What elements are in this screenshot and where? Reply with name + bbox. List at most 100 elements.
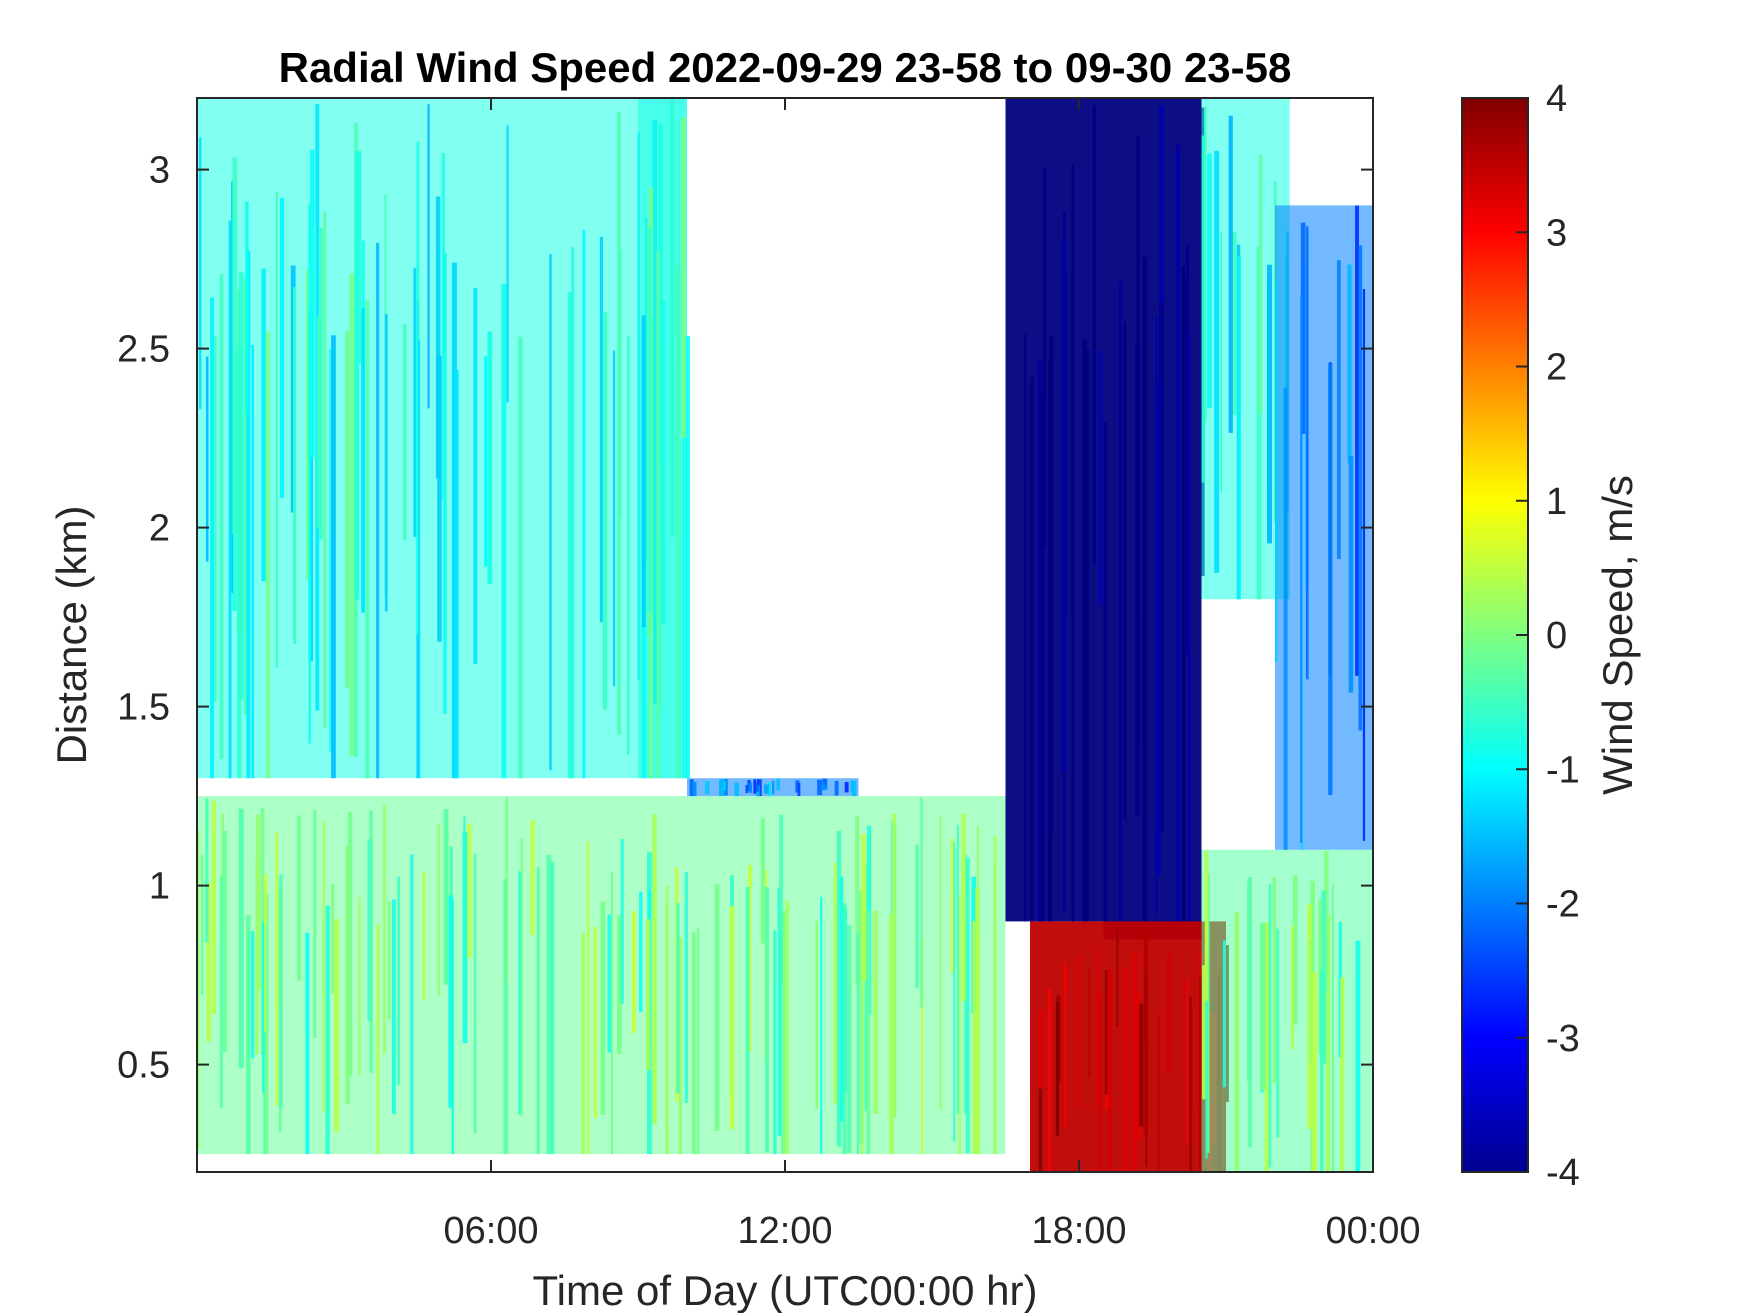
heatmap-streak (347, 811, 353, 1077)
heatmap-streak (612, 350, 616, 687)
heatmap-streak (546, 854, 552, 1155)
heatmap-streak (1202, 965, 1206, 1100)
heatmap-streak (691, 932, 696, 1155)
heatmap-streak (1358, 245, 1363, 731)
heatmap-streak (715, 913, 720, 1117)
heatmap-streak (747, 865, 752, 1052)
heatmap-streak (1237, 255, 1241, 600)
heatmap-streak (756, 781, 759, 792)
heatmap-streak (620, 839, 624, 1004)
heatmap-streak (387, 901, 391, 1020)
heatmap-streak (1340, 977, 1345, 1172)
heatmap-streak (206, 882, 211, 1042)
heatmap-streak (279, 197, 285, 498)
colorbar-tick-label: 2 (1546, 347, 1567, 389)
heatmap-streak (975, 888, 980, 1155)
heatmap-streak (685, 336, 690, 779)
heatmap-streak (610, 872, 613, 1155)
heatmap-streak (765, 887, 769, 1153)
heatmap-streak (760, 818, 765, 944)
heatmap-streak (501, 283, 507, 779)
heatmap-streak (1105, 988, 1110, 1109)
heatmap-streak (1199, 976, 1203, 1172)
heatmap-streak (443, 809, 449, 985)
heatmap-streak (473, 853, 477, 1134)
heatmap-streak (265, 331, 271, 779)
heatmap-streak (582, 229, 586, 779)
heatmap-streak (696, 927, 700, 1155)
heatmap-streak (1355, 205, 1359, 676)
heatmap-streak (1063, 962, 1067, 1127)
heatmap-streak (1201, 135, 1206, 483)
heatmap-streak (1232, 232, 1237, 415)
heatmap-streak (645, 919, 651, 1071)
x-axis-label: Time of Day (UTC00:00 hr) (533, 1267, 1038, 1313)
heatmap-streak (262, 921, 265, 1093)
heatmap-streak (275, 832, 279, 1106)
heatmap-streak (293, 286, 297, 645)
heatmap-streak (506, 125, 509, 403)
heatmap-streak (1155, 315, 1158, 915)
heatmap-streak (1096, 947, 1100, 1106)
heatmap-streak (1305, 226, 1309, 680)
heatmap-streak (211, 800, 217, 1015)
heatmap-streak (647, 227, 652, 612)
heatmap-streak (297, 815, 301, 981)
heatmap-streak (1175, 145, 1181, 940)
heatmap-streak (243, 275, 249, 715)
heatmap-streak (972, 920, 977, 1155)
heatmap-streak (921, 938, 924, 1155)
heatmap-streak (279, 874, 283, 1109)
heatmap-streak (1248, 877, 1252, 1148)
heatmap-streak (785, 900, 789, 1155)
heatmap-streak (1116, 929, 1119, 1027)
heatmap-cell (1201, 849, 1373, 1172)
heatmap-streak (448, 895, 454, 1108)
heatmap-streak (427, 104, 430, 409)
heatmap-streak (413, 268, 417, 537)
heatmap-streak (1135, 341, 1140, 817)
heatmap-streak (1123, 966, 1128, 1172)
heatmap-region (197, 98, 687, 779)
heatmap-streak (1355, 940, 1361, 1172)
heatmap-region (687, 778, 859, 797)
heatmap-cell (1030, 921, 1226, 1172)
x-tick-label: 00:00 (1325, 1210, 1420, 1252)
heatmap-streak (463, 816, 466, 1024)
y-tick-label: 1 (149, 866, 170, 908)
heatmap-streak (397, 876, 400, 1086)
heatmap-streak (705, 781, 710, 795)
heatmap-streak (745, 886, 750, 1155)
heatmap-streak (820, 896, 823, 1155)
heatmap-streak (1286, 231, 1289, 510)
heatmap-streak (678, 937, 683, 1155)
heatmap-streak (1219, 232, 1223, 493)
heatmap-region (638, 98, 690, 779)
heatmap-streak (1328, 363, 1333, 795)
heatmap-streak (1123, 321, 1127, 819)
heatmap-streak (1337, 260, 1341, 560)
heatmap-streak (1061, 240, 1067, 772)
heatmap-streak (1309, 939, 1313, 1064)
heatmap-streak (1186, 978, 1189, 1144)
heatmap-streak (365, 300, 370, 779)
y-tick-label: 2 (149, 508, 170, 550)
heatmap-streak (219, 875, 223, 1109)
heatmap-streak (319, 227, 323, 540)
heatmap-streak (199, 137, 202, 410)
heatmap-region (1275, 205, 1373, 850)
heatmap-streak (1040, 393, 1045, 922)
heatmap-streak (617, 251, 622, 518)
heatmap-streak (817, 779, 823, 796)
heatmap-streak (889, 914, 894, 1155)
heatmap-region (1201, 849, 1373, 1172)
heatmap-streak (1292, 875, 1298, 1025)
heatmap-streak (860, 889, 864, 1155)
heatmap-streak (1204, 106, 1207, 422)
heatmap-streak (1268, 883, 1272, 1168)
heatmap-streak (1348, 455, 1354, 693)
heatmap-streak (822, 778, 828, 790)
heatmap-streak (1092, 105, 1096, 564)
heatmap-streak (1189, 996, 1193, 1172)
heatmap-streak (915, 844, 919, 988)
